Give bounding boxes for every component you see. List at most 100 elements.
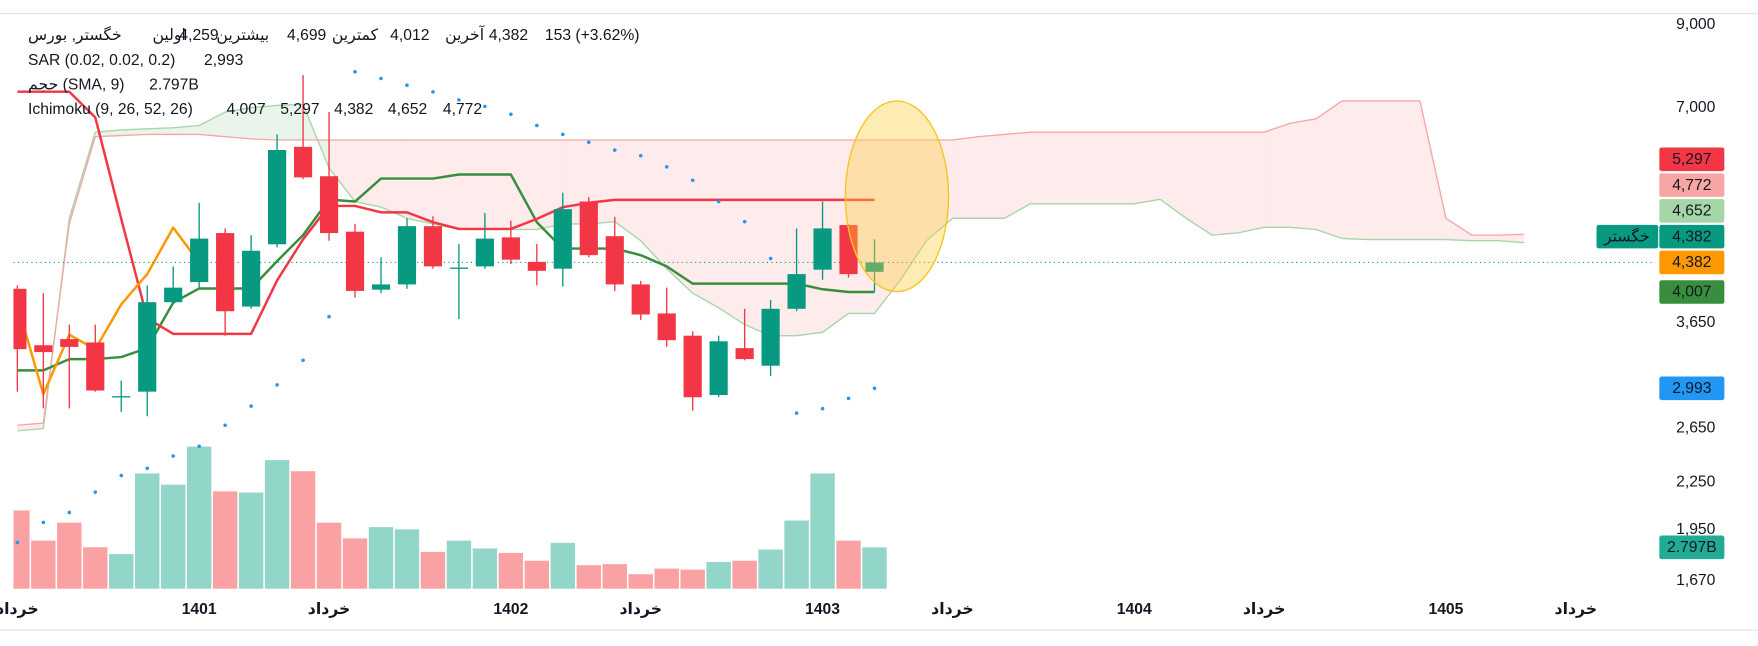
sar-dot xyxy=(638,153,643,158)
ichimoku-cloud xyxy=(1030,132,1057,204)
volume-bar xyxy=(758,549,783,589)
ichimoku-legend-value: 4,652 xyxy=(388,101,427,118)
ichimoku-cloud xyxy=(225,107,252,139)
sar-dot xyxy=(249,404,253,408)
ichimoku-cloud xyxy=(277,104,304,140)
candle-body xyxy=(371,284,391,290)
ichimoku-cloud xyxy=(1134,132,1161,204)
volume-bar xyxy=(420,551,446,589)
ichimoku-cloud xyxy=(1212,132,1239,236)
volume-bar xyxy=(446,540,472,589)
sar-dot xyxy=(41,520,46,525)
sar-dot xyxy=(872,386,877,391)
price-badge-label: 2,993 xyxy=(1672,380,1712,397)
ichimoku-cloud xyxy=(952,136,979,219)
ohlc-value: 4,382 xyxy=(489,27,528,44)
volume-bar xyxy=(368,527,394,589)
volume-bar xyxy=(13,510,30,589)
y-tick-label: 2,250 xyxy=(1676,474,1716,491)
candle-body xyxy=(813,228,832,270)
sar-dot xyxy=(15,540,20,545)
ohlc-value: 4,699 xyxy=(287,27,326,44)
x-tick-label: 1402 xyxy=(493,601,528,618)
ichimoku-cloud xyxy=(1264,123,1291,228)
symbol-name: خگستر, بورس xyxy=(28,25,122,45)
x-tick-label: خرداد xyxy=(1243,601,1286,618)
candle-body xyxy=(345,231,365,291)
sar-dot xyxy=(716,199,721,204)
x-tick-label: 1405 xyxy=(1428,601,1463,618)
ichimoku-cloud xyxy=(822,139,849,333)
x-tick-label: خرداد xyxy=(619,601,662,618)
sar-layer xyxy=(15,69,877,545)
volume-bar xyxy=(135,473,160,589)
volume-bar xyxy=(680,569,705,589)
ichimoku-cloud xyxy=(458,139,485,230)
sar-dot xyxy=(327,314,331,319)
sar-dot xyxy=(509,112,513,117)
ichimoku-cloud xyxy=(1342,100,1369,240)
candle-body xyxy=(216,233,235,312)
volume-layer xyxy=(13,446,887,589)
ichimoku-cloud xyxy=(1445,218,1472,241)
sar-dot xyxy=(197,444,201,449)
ichimoku-legend-value: 4,382 xyxy=(334,101,373,118)
volume-bar xyxy=(628,574,653,589)
ichimoku-cloud xyxy=(640,139,667,269)
volume-bar xyxy=(83,547,108,589)
volume-bar xyxy=(498,552,524,589)
x-tick-label: 1403 xyxy=(805,601,840,618)
volume-bar xyxy=(706,561,731,589)
price-badge-label: 2.797B xyxy=(1667,539,1717,556)
ichimoku-line xyxy=(17,90,875,336)
price-badge-label: 4,382 xyxy=(1672,254,1711,271)
volume-bar xyxy=(394,529,420,589)
volume-bar xyxy=(342,538,368,589)
sar-dot xyxy=(353,69,357,74)
sar-dot xyxy=(664,165,669,169)
ichimoku-cloud xyxy=(355,139,381,208)
x-tick-label: 1401 xyxy=(182,601,217,618)
price-badge xyxy=(1659,224,1725,249)
y-tick-label: 9,000 xyxy=(1676,16,1716,33)
volume-bar xyxy=(654,568,679,589)
candle-body xyxy=(553,209,572,269)
candle-body xyxy=(268,150,287,245)
ichimoku-cloud xyxy=(147,127,174,135)
candle-body xyxy=(13,288,27,350)
ichimoku-cloud xyxy=(536,139,563,230)
volume-bar xyxy=(186,446,212,589)
ichimoku-cloud xyxy=(1368,100,1394,240)
change-value: 153 (+3.62%) xyxy=(545,27,640,44)
sar-legend-value: 2,993 xyxy=(204,52,244,69)
ichimoku-cloud xyxy=(1056,132,1083,204)
candle-body xyxy=(34,345,53,353)
x-tick-label: خرداد xyxy=(0,601,39,618)
price-badge xyxy=(1659,173,1725,197)
y-tick-label: 1,670 xyxy=(1676,572,1716,589)
sar-dot xyxy=(457,98,461,102)
sar-dot xyxy=(846,396,851,401)
candle-body xyxy=(787,274,806,309)
ichimoku-cloud xyxy=(1082,132,1109,204)
sar-dot xyxy=(742,219,747,224)
price-badge-label: 4,652 xyxy=(1672,203,1711,220)
ichimoku-cloud xyxy=(744,139,771,336)
volume-bar xyxy=(290,471,316,589)
volume-bar xyxy=(862,547,887,589)
candle-body xyxy=(449,267,469,269)
ichimoku-cloud xyxy=(1290,118,1317,230)
ichimoku-cloud xyxy=(1316,100,1343,239)
ohlc-label: اولین xyxy=(152,27,185,45)
volume-bar xyxy=(576,565,601,589)
sar-dot xyxy=(794,411,799,415)
ichimoku-legend-value: 4,772 xyxy=(443,101,482,118)
price-badge xyxy=(1659,147,1725,172)
y-tick-label: 1,950 xyxy=(1676,521,1716,538)
price-badge xyxy=(1659,250,1725,275)
candle-body xyxy=(86,342,105,391)
volume-bar xyxy=(602,564,627,589)
candle-body xyxy=(190,238,209,283)
x-tick-label: خرداد xyxy=(1555,601,1598,618)
